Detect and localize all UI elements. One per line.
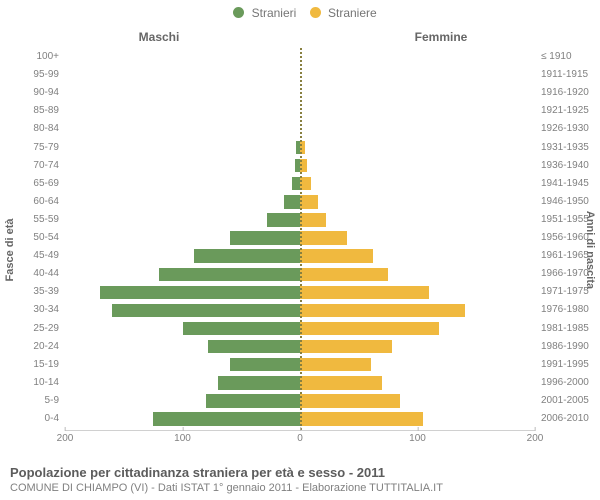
bar-male[interactable] xyxy=(292,177,300,190)
bar-female[interactable] xyxy=(300,231,347,244)
bar-male[interactable] xyxy=(100,286,300,299)
x-tick: 0 xyxy=(297,433,303,444)
birth-year-label: 1956-1960 xyxy=(535,233,589,243)
birth-year-label: 2001-2005 xyxy=(535,396,589,406)
chart-title: Popolazione per cittadinanza straniera p… xyxy=(10,465,590,480)
birth-year-label: 1966-1970 xyxy=(535,269,589,279)
bar-female[interactable] xyxy=(300,412,423,425)
x-tick: 100 xyxy=(409,433,426,444)
birth-year-label: 1946-1950 xyxy=(535,197,589,207)
birth-year-label: 1941-1945 xyxy=(535,179,589,189)
y-axis-title-left: Fasce di età xyxy=(4,219,16,282)
bar-female[interactable] xyxy=(300,286,429,299)
bar-male[interactable] xyxy=(153,412,300,425)
age-label: 35-39 xyxy=(33,287,65,297)
bar-male[interactable] xyxy=(159,268,300,281)
age-label: 0-4 xyxy=(45,414,65,424)
chart-subtitle: COMUNE DI CHIAMPO (VI) - Dati ISTAT 1° g… xyxy=(10,482,590,494)
birth-year-label: 1916-1920 xyxy=(535,88,589,98)
legend-label-male: Stranieri xyxy=(252,6,297,20)
bar-female[interactable] xyxy=(300,195,318,208)
age-label: 40-44 xyxy=(33,269,65,279)
bar-male[interactable] xyxy=(112,304,300,317)
age-label: 5-9 xyxy=(45,396,65,406)
bar-female[interactable] xyxy=(300,249,373,262)
age-label: 75-79 xyxy=(33,143,65,153)
birth-year-label: 1986-1990 xyxy=(535,342,589,352)
x-tick: 200 xyxy=(57,433,74,444)
bar-female[interactable] xyxy=(300,268,388,281)
chart-footer: Popolazione per cittadinanza straniera p… xyxy=(10,465,590,494)
bar-male[interactable] xyxy=(230,231,301,244)
bar-female[interactable] xyxy=(300,304,465,317)
birth-year-label: 1991-1995 xyxy=(535,360,589,370)
bar-male[interactable] xyxy=(194,249,300,262)
bar-male[interactable] xyxy=(267,213,300,226)
age-label: 70-74 xyxy=(33,161,65,171)
population-pyramid-chart: Stranieri Straniere Maschi Femmine Fasce… xyxy=(0,0,600,500)
bar-male[interactable] xyxy=(183,322,301,335)
bar-female[interactable] xyxy=(300,213,326,226)
age-label: 55-59 xyxy=(33,215,65,225)
legend: Stranieri Straniere xyxy=(0,6,600,20)
birth-year-label: 1951-1955 xyxy=(535,215,589,225)
age-label: 30-34 xyxy=(33,305,65,315)
age-label: 20-24 xyxy=(33,342,65,352)
age-label: 50-54 xyxy=(33,233,65,243)
bar-female[interactable] xyxy=(300,340,392,353)
bar-female[interactable] xyxy=(300,322,439,335)
age-label: 95-99 xyxy=(33,70,65,80)
bar-female[interactable] xyxy=(300,358,371,371)
x-axis: 2001000100200 xyxy=(65,430,535,449)
age-label: 65-69 xyxy=(33,179,65,189)
bar-male[interactable] xyxy=(230,358,301,371)
birth-year-label: 2006-2010 xyxy=(535,414,589,424)
column-title-right: Femmine xyxy=(415,30,468,44)
age-label: 80-84 xyxy=(33,124,65,134)
age-label: 10-14 xyxy=(33,378,65,388)
birth-year-label: 1971-1975 xyxy=(535,287,589,297)
birth-year-label: 1976-1980 xyxy=(535,305,589,315)
column-titles: Maschi Femmine xyxy=(65,30,535,46)
x-tick: 100 xyxy=(174,433,191,444)
bar-male[interactable] xyxy=(218,376,300,389)
bar-male[interactable] xyxy=(208,340,300,353)
center-divider xyxy=(300,48,302,430)
bar-female[interactable] xyxy=(300,376,382,389)
age-label: 85-89 xyxy=(33,106,65,116)
birth-year-label: 1936-1940 xyxy=(535,161,589,171)
legend-label-female: Straniere xyxy=(328,6,377,20)
birth-year-label: 1921-1925 xyxy=(535,106,589,116)
age-label: 90-94 xyxy=(33,88,65,98)
bar-male[interactable] xyxy=(206,394,300,407)
age-label: 60-64 xyxy=(33,197,65,207)
age-label: 45-49 xyxy=(33,251,65,261)
birth-year-label: 1931-1935 xyxy=(535,143,589,153)
age-label: 15-19 xyxy=(33,360,65,370)
bar-female[interactable] xyxy=(300,394,400,407)
age-label: 100+ xyxy=(36,52,65,62)
legend-swatch-female xyxy=(310,7,321,18)
x-tick: 200 xyxy=(527,433,544,444)
birth-year-label: 1911-1915 xyxy=(535,70,588,80)
birth-year-label: 1981-1985 xyxy=(535,324,589,334)
birth-year-label: 1996-2000 xyxy=(535,378,589,388)
birth-year-label: 1961-1965 xyxy=(535,251,589,261)
birth-year-label: 1926-1930 xyxy=(535,124,589,134)
legend-swatch-male xyxy=(233,7,244,18)
birth-year-label: ≤ 1910 xyxy=(535,52,572,62)
bar-male[interactable] xyxy=(284,195,300,208)
column-title-left: Maschi xyxy=(139,30,180,44)
age-label: 25-29 xyxy=(33,324,65,334)
